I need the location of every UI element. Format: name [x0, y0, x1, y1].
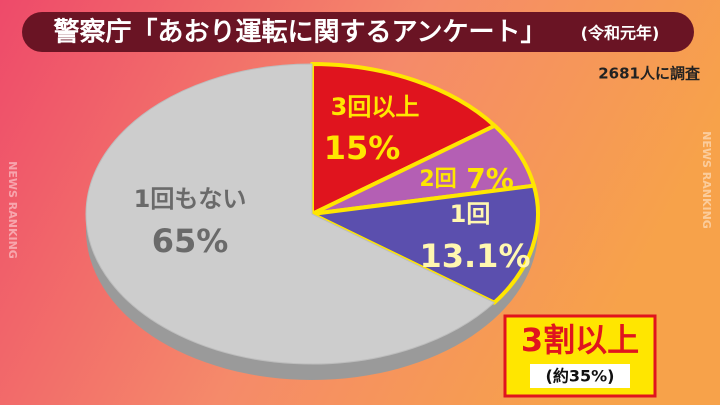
pie-slice: [310, 62, 497, 216]
slice-label: 1回もない: [134, 185, 247, 213]
pie: 3回以上 15% 2回 7% 1回 13.1% 1回もない 65%: [85, 62, 540, 380]
callout-subtitle: (約35%): [546, 367, 615, 386]
value-label: 65%: [152, 222, 229, 260]
slice-label: 1回: [450, 200, 491, 228]
pie-slice: [85, 63, 495, 365]
watermark: NEWS RANKING: [6, 161, 19, 259]
chart-title: 警察庁「あおり運転に関するアンケート」: [54, 17, 547, 48]
callout-sub-box: [530, 364, 630, 388]
slice-label: 3回以上: [331, 93, 420, 121]
value-label: 7%: [466, 162, 514, 195]
watermark: NEWS RANKING: [700, 131, 713, 229]
callout-title: 3割以上: [521, 321, 639, 359]
slice-label: 2回: [419, 167, 456, 192]
value-label: 15%: [324, 129, 401, 167]
chart-subtitle: (令和元年): [581, 24, 660, 43]
value-label: 13.1%: [419, 237, 530, 275]
pie-slice: [310, 183, 540, 305]
note: 2681人に調査: [598, 65, 701, 83]
title-bar: [22, 12, 694, 52]
